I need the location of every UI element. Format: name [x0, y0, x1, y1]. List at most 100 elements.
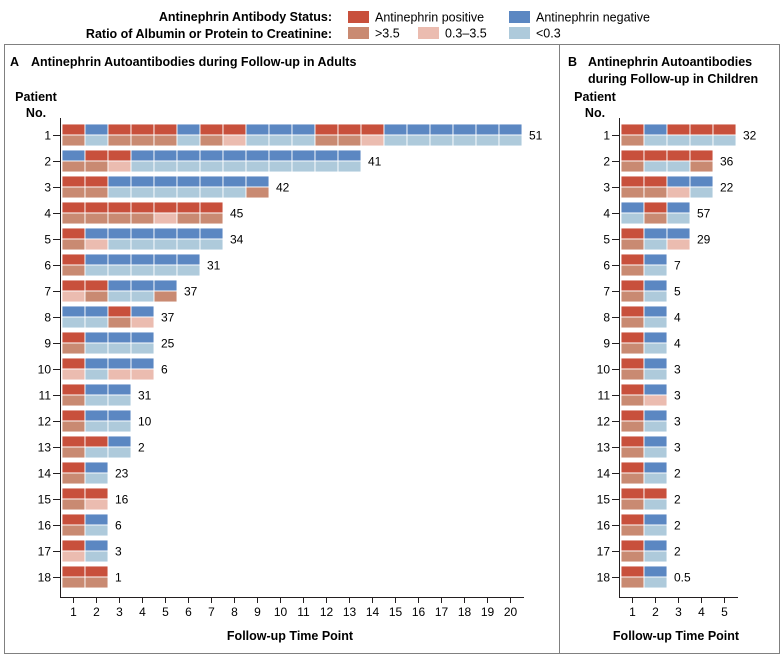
panel-a-row-label: 6: [44, 259, 51, 273]
panel-b-row-label: 6: [603, 259, 610, 273]
panel-a-antibody-cell: [84, 331, 109, 344]
panel-a-antibody-cell: [84, 201, 109, 214]
panel-a-ratio-cell: [61, 446, 86, 459]
panel-b-followup-label: 3: [674, 415, 681, 429]
panel-a-x-tick-label: 8: [231, 605, 238, 619]
panel-a-antibody-cell: [61, 331, 86, 344]
panel-a-antibody-cell: [314, 123, 339, 136]
panel-a-ratio-cell: [107, 160, 132, 173]
panel-a-antibody-cell: [61, 383, 86, 396]
legend-label-4: <0.3: [536, 27, 561, 41]
panel-b-ratio-cell: [620, 212, 645, 225]
legend-swatch-3: [418, 27, 439, 39]
panel-a-ratio-cell: [107, 290, 132, 303]
panel-a-ratio-cell: [84, 550, 109, 563]
panel-a-ratio-cell: [176, 186, 201, 199]
panel-a-ratio-cell: [84, 316, 109, 329]
panel-b-row-label: 15: [597, 493, 611, 507]
panel-b-row-label: 16: [597, 519, 611, 533]
panel-a-antibody-cell: [107, 383, 132, 396]
panel-b-ylabel-line1: Patient: [574, 90, 617, 104]
panel-a-x-tick-label: 13: [343, 605, 357, 619]
panel-b-title-line2: during Follow-up in Children: [588, 72, 758, 86]
panel-a-antibody-cell: [107, 331, 132, 344]
panel-a-followup-label: 34: [230, 233, 244, 247]
panel-a-ratio-cell: [245, 186, 270, 199]
panel-a-ratio-cell: [199, 186, 224, 199]
panel-a-ratio-cell: [61, 342, 86, 355]
panel-a-antibody-cell: [61, 461, 86, 474]
panel-b-antibody-cell: [620, 149, 645, 162]
panel-b-antibody-cell: [643, 305, 668, 318]
panel-b-ratio-cell: [643, 394, 668, 407]
panel-a-row-label: 12: [38, 415, 52, 429]
panel-b-x-tick-label: 3: [675, 605, 682, 619]
panel-a-row-label: 11: [39, 389, 52, 403]
panel-a-ratio-cell: [153, 160, 178, 173]
panel-a-antibody-cell: [153, 149, 178, 162]
legend-status-title: Antinephrin Antibody Status:: [159, 10, 332, 24]
panel-a-ratio-cell: [61, 394, 86, 407]
panel-a-antibody-cell: [452, 123, 477, 136]
panel-a-xlabel: Follow-up Time Point: [227, 629, 354, 643]
legend-ratio-title: Ratio of Albumin or Protein to Creatinin…: [86, 27, 332, 41]
panel-a-antibody-cell: [130, 227, 155, 240]
panel-a-ratio-cell: [107, 342, 132, 355]
panel-a-x-tick-label: 7: [208, 605, 215, 619]
panel-a-ratio-cell: [130, 264, 155, 277]
panel-b-antibody-cell: [643, 175, 668, 188]
panel-b-ratio-cell: [643, 316, 668, 329]
panel-b-ylabel-line2: No.: [585, 106, 605, 120]
panel-b-row-label: 17: [597, 545, 611, 559]
panel-a-ratio-cell: [199, 160, 224, 173]
panel-a-antibody-cell: [61, 487, 86, 500]
panel-a-ratio-cell: [383, 134, 408, 147]
panel-b-ratio-cell: [620, 264, 645, 277]
panel-b-ratio-cell: [689, 186, 714, 199]
panel-a-antibody-cell: [107, 305, 132, 318]
panel-b-antibody-cell: [643, 279, 668, 292]
panel-b-followup-label: 29: [697, 233, 711, 247]
panel-a-followup-label: 16: [115, 493, 129, 507]
panel-b-ratio-cell: [643, 290, 668, 303]
panel-b-followup-label: 5: [674, 285, 681, 299]
panel-b-ratio-cell: [643, 420, 668, 433]
panel-a-antibody-cell: [61, 175, 86, 188]
panel-b-antibody-cell: [620, 123, 645, 136]
panel-a-antibody-cell: [61, 227, 86, 240]
panel-b-antibody-cell: [643, 149, 668, 162]
panel-a-ratio-cell: [176, 134, 201, 147]
panel-a-antibody-cell: [245, 123, 270, 136]
panel-a-antibody-cell: [176, 201, 201, 214]
panel-a-antibody-cell: [268, 149, 293, 162]
panel-b-ratio-cell: [643, 186, 668, 199]
panel-a-antibody-cell: [84, 123, 109, 136]
panel-a-ratio-cell: [222, 134, 247, 147]
panel-b-antibody-cell: [666, 123, 691, 136]
panel-a-ratio-cell: [61, 160, 86, 173]
panel-b-ratio-cell: [620, 446, 645, 459]
panel-a-followup-label: 23: [115, 467, 129, 481]
panel-b-antibody-cell: [643, 409, 668, 422]
panel-b-followup-label: 2: [674, 493, 681, 507]
panel-a-ylabel-line2: No.: [26, 106, 46, 120]
panel-a-ratio-cell: [291, 134, 316, 147]
panel-a-followup-label: 37: [184, 285, 198, 299]
panel-a-ratio-cell: [61, 238, 86, 251]
panel-b-antibody-cell: [620, 175, 645, 188]
panel-a-ratio-cell: [84, 134, 109, 147]
panel-a-ratio-cell: [61, 420, 86, 433]
panel-a-ratio-cell: [107, 238, 132, 251]
panel-a-ratio-cell: [130, 134, 155, 147]
panel-a-followup-label: 45: [230, 207, 244, 221]
panel-a-ratio-cell: [337, 160, 362, 173]
panel-b-ratio-cell: [689, 160, 714, 173]
panel-a-row-label: 17: [38, 545, 52, 559]
panel-b-ratio-cell: [666, 134, 691, 147]
panel-a-antibody-cell: [61, 357, 86, 370]
panel-b-antibody-cell: [689, 123, 714, 136]
panel-b-followup-label: 2: [674, 467, 681, 481]
legend-label-0: Antinephrin positive: [375, 11, 484, 25]
panel-b-row-label: 9: [603, 337, 610, 351]
